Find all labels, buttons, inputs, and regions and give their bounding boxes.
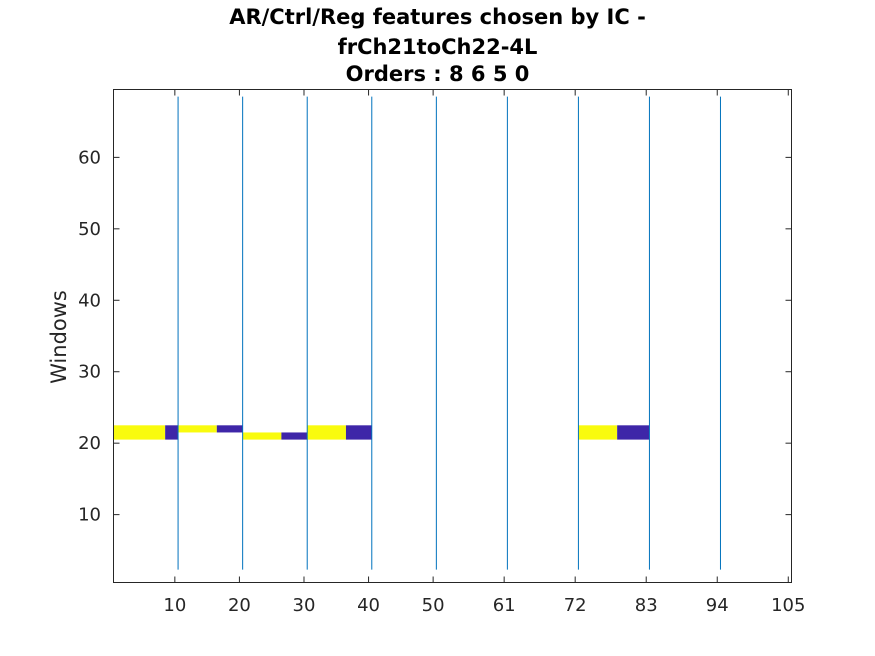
chart-title-line-1: AR/Ctrl/Reg features chosen by IC - (229, 5, 646, 29)
y-tick-label-1: 20 (78, 433, 101, 454)
heatmap-cell-9 (617, 425, 650, 440)
heatmap-cell-5 (281, 432, 308, 440)
chart-title-line-3: Orders : 8 6 5 0 (345, 62, 530, 86)
x-tick-label-6: 72 (564, 595, 587, 616)
y-axis-label: Windows (47, 290, 71, 384)
y-tick-label-2: 30 (78, 362, 101, 383)
group-boundaries (177, 96, 721, 570)
x-tick-label-9: 105 (771, 595, 805, 616)
heatmap-cell-6 (307, 425, 346, 440)
heatmap-cell-0 (113, 425, 166, 440)
x-tick-label-4: 50 (422, 595, 445, 616)
heatmap-cell-1 (165, 425, 179, 440)
x-tick-label-3: 40 (357, 595, 380, 616)
y-tick-label-5: 60 (78, 147, 101, 168)
x-tick-label-2: 30 (293, 595, 316, 616)
heatmap-cell-3 (216, 425, 243, 433)
x-tick-label-8: 94 (706, 595, 729, 616)
x-tick-label-0: 10 (163, 595, 186, 616)
heatmap-cells (113, 425, 650, 440)
heatmap-cell-7 (345, 425, 372, 440)
x-tick-label-7: 83 (635, 595, 658, 616)
heatmap-cell-2 (178, 425, 217, 433)
x-axis-ticks: 10 20 30 40 50 61 72 83 94 105 (163, 89, 805, 616)
heatmap-cell-4 (242, 432, 282, 440)
y-tick-label-0: 10 (78, 505, 101, 526)
plot-area-frame (113, 89, 792, 583)
x-tick-label-5: 61 (493, 595, 516, 616)
heatmap-cell-8 (578, 425, 618, 440)
x-tick-label-1: 20 (228, 595, 251, 616)
y-axis-ticks: 10 20 30 40 50 60 (78, 147, 792, 526)
y-tick-label-4: 50 (78, 219, 101, 240)
y-tick-label-3: 40 (78, 290, 101, 311)
chart-title-line-2: frCh21toCh22-4L (337, 35, 538, 59)
